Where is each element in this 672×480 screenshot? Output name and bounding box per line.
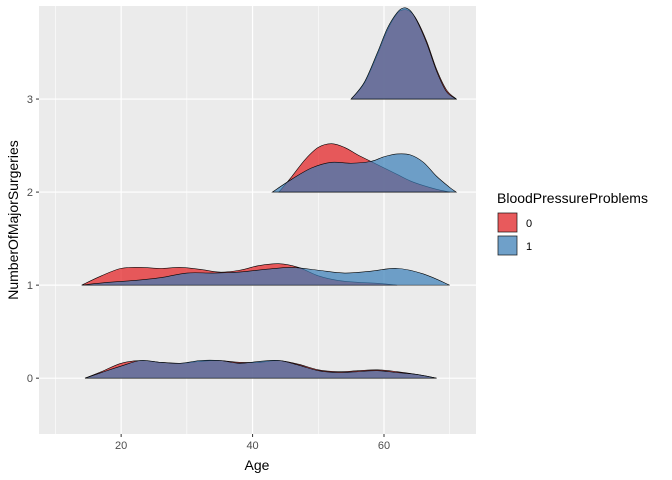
x-tick-label: 40 [246,440,258,452]
legend-title: BloodPressureProblems [497,190,648,206]
y-tick-label: 1 [27,280,33,292]
x-tick-label: 20 [115,440,127,452]
legend-key-swatch-0 [497,212,518,233]
density-ridge-series-1-level-1 [81,267,450,286]
y-tick-label: 0 [27,373,33,385]
y-axis-title: NumberOfMajorSurgeries [5,140,21,300]
density-ridges [81,7,458,379]
legend-label-1: 1 [526,241,532,253]
legend-label-0: 0 [526,218,532,230]
density-ridge-series-1-level-2 [271,153,458,193]
legend-key-swatch-1 [497,235,518,256]
x-axis-title: Age [245,457,270,473]
y-tick-label: 2 [27,187,33,199]
minor-gridlines [55,6,451,434]
y-tick-label: 3 [27,94,33,106]
axis-ticks [36,98,385,437]
density-ridge-series-1-level-0 [84,359,437,379]
x-tick-label: 60 [378,440,390,452]
axis-tick-labels: 20 40 60 0 1 2 3 [27,94,390,452]
legend: BloodPressureProblems 0 1 [497,190,648,256]
density-ridge-series-1-level-3 [350,7,458,100]
